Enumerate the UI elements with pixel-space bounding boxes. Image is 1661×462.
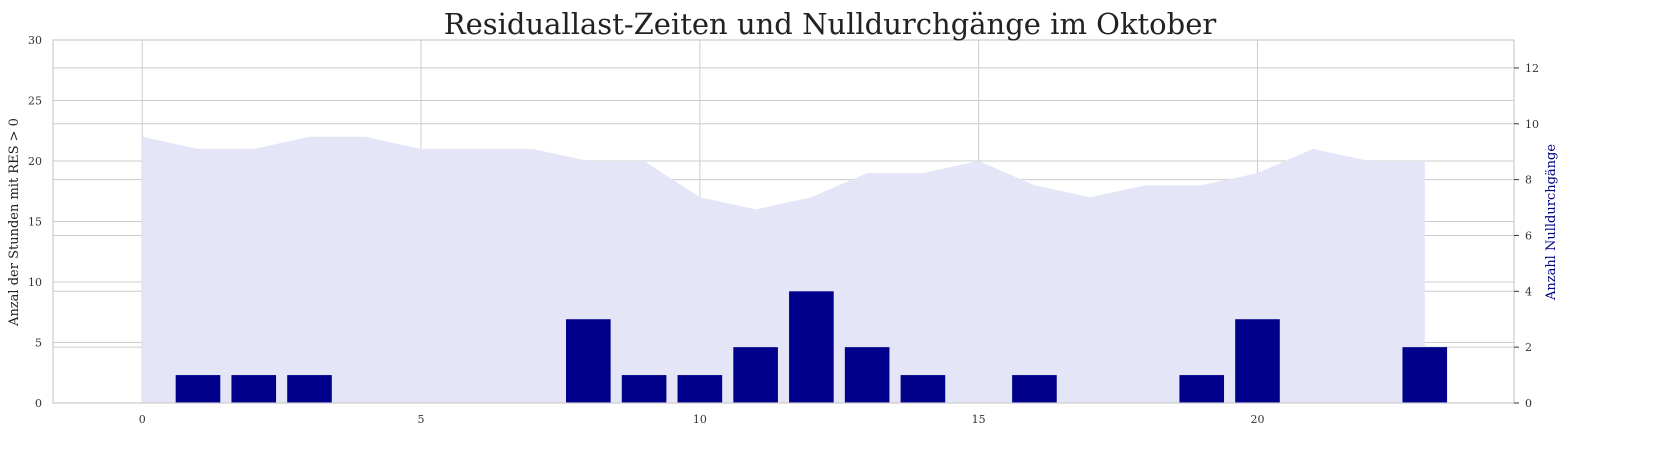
area-residual-hours [142, 136, 1425, 404]
y-tick-label-left: 25 [28, 95, 42, 108]
bar-zero-crossings [677, 375, 723, 403]
bar-zero-crossings [900, 375, 946, 403]
bar-zero-crossings [287, 375, 332, 403]
y-tick-label-left: 5 [35, 337, 42, 350]
x-tick-label: 15 [972, 413, 986, 426]
bar-zero-crossings [621, 375, 667, 403]
x-tick-label: 20 [1250, 413, 1264, 426]
x-tick-label: 10 [693, 413, 707, 426]
y-tick-label-right: 6 [1525, 229, 1532, 242]
bar-zero-crossings [175, 375, 221, 403]
bar-zero-crossings [231, 375, 277, 403]
y-tick-label-right: 10 [1525, 118, 1539, 131]
y-axis-label-right: Anzahl Nulldurchgänge [1544, 144, 1559, 301]
y-tick-label-right: 4 [1525, 285, 1532, 298]
bar-zero-crossings [1179, 375, 1225, 403]
bar-zero-crossings [844, 347, 890, 403]
bar-zero-crossings [733, 347, 778, 403]
frame-layer [52, 39, 1515, 404]
tick-layer: 0 5 10 15 20 25 30 0 2 4 6 8 10 12 0 5 10 15 20 [28, 34, 1539, 426]
x-tick-label: 5 [418, 413, 425, 426]
y-axis-label-left: Anzal der Stunden mit RES > 0 [7, 118, 22, 327]
bar-layer [175, 291, 1448, 403]
area-layer [142, 136, 1425, 404]
chart-title: Residuallast-Zeiten und Nulldurchgänge i… [444, 7, 1217, 41]
bar-zero-crossings [1402, 347, 1448, 403]
bar-zero-crossings [566, 319, 611, 403]
y-tick-label-left: 15 [28, 216, 42, 229]
y-tick-label-right: 2 [1525, 341, 1532, 354]
plot-frame [52, 39, 1515, 404]
bar-zero-crossings [1235, 319, 1280, 403]
y-tick-label-right: 12 [1525, 62, 1539, 75]
y-tick-label-right: 8 [1525, 174, 1532, 187]
y-tick-label-left: 0 [35, 397, 42, 410]
y-tick-label-left: 30 [28, 34, 42, 47]
y-tick-label-left: 20 [28, 155, 42, 168]
x-tick-label: 0 [139, 413, 146, 426]
y-tick-label-left: 10 [28, 276, 42, 289]
bar-zero-crossings [789, 291, 834, 403]
y-tick-label-right: 0 [1525, 397, 1532, 410]
bar-zero-crossings [1012, 375, 1057, 403]
